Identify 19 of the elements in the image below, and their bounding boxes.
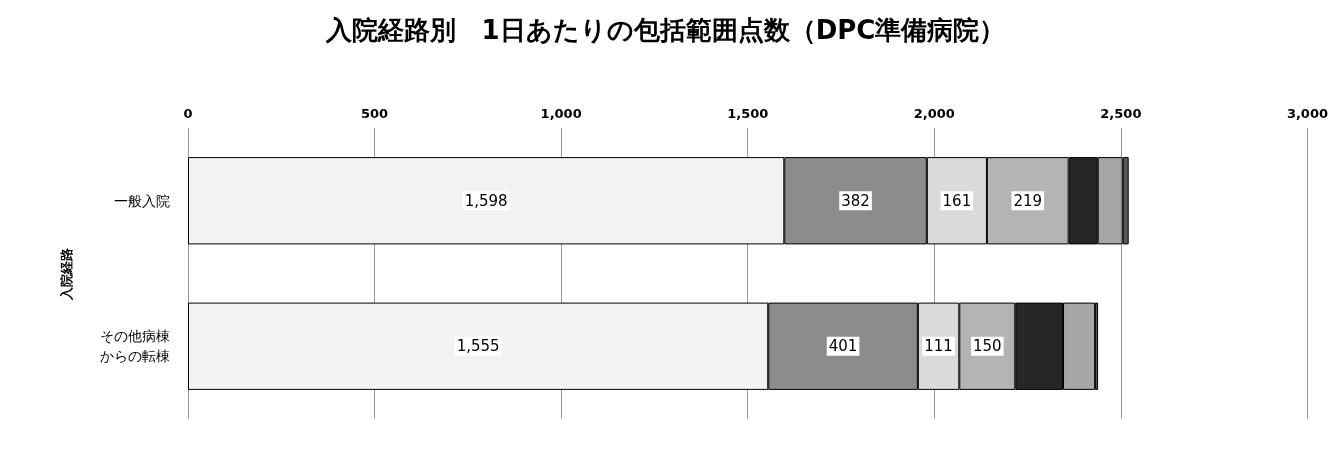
data-label: 161 [942,191,972,210]
data-label: 111 [924,337,953,356]
x-tick-label: 3,000 [1286,106,1328,121]
x-tick-label: 1,000 [540,106,582,121]
y-axis-title: 入院経路 [59,247,74,301]
data-label: 1,598 [464,191,508,210]
y-tick-label: 一般入院 [114,192,170,209]
y-tick-label: その他病棟からの転棟 [100,328,170,365]
x-tick-label: 2,500 [1100,106,1142,121]
x-tick-label: 2,000 [913,106,955,121]
data-label: 1,555 [456,337,500,356]
x-tick-label: 1,500 [727,106,769,121]
data-label: 150 [972,337,1002,356]
data-label: 401 [828,337,858,356]
x-tick-label: 0 [183,106,193,121]
data-label: 382 [841,191,870,210]
x-tick-label: 500 [361,106,389,121]
data-label: 219 [1013,191,1043,210]
chart-title: 入院経路別 1日あたりの包括範囲点数（DPC準備病院） [324,15,1006,45]
